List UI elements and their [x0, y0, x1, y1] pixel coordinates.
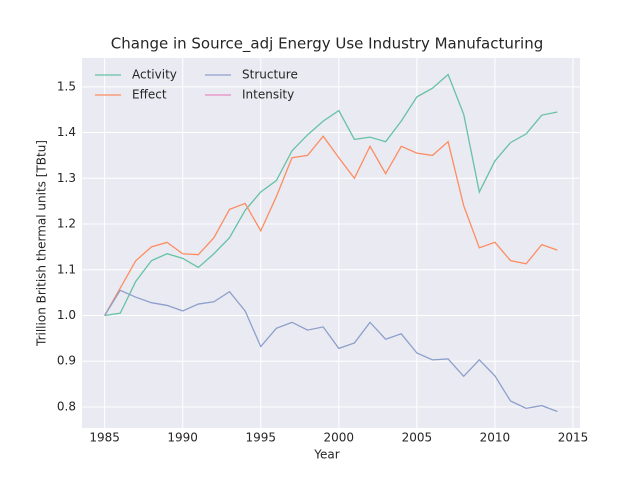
x-tick-label: 1995 [245, 431, 276, 445]
x-tick-label: 2010 [480, 431, 511, 445]
y-tick-label: 0.9 [57, 354, 76, 368]
line [104, 73, 558, 317]
y-axis-label: Trillion British thermal units [TBtu] [35, 140, 49, 347]
y-tick-label: 1.3 [57, 171, 76, 185]
legend-label: Effect [132, 88, 167, 102]
x-axis-label: Year [313, 448, 339, 462]
y-tick-label: 1.4 [57, 125, 76, 139]
legend-label: Activity [132, 68, 177, 82]
plot-area [82, 58, 580, 428]
chart-title: Change in Source_adj Energy Use Industry… [111, 35, 543, 54]
y-tick-label: 1.1 [57, 262, 76, 276]
line [104, 135, 558, 316]
x-tick-label: 1985 [89, 431, 120, 445]
x-tick-label: 1990 [167, 431, 198, 445]
y-tick-label: 1.5 [57, 79, 76, 93]
x-tick-label: 2015 [558, 431, 589, 445]
line [104, 289, 558, 413]
x-tick-label: 2005 [402, 431, 433, 445]
x-tick-label: 2000 [324, 431, 355, 445]
legend-label: Intensity [242, 88, 294, 102]
y-tick-label: 1.2 [57, 217, 76, 231]
legend-label: Structure [242, 68, 298, 82]
y-tick-label: 0.8 [57, 399, 76, 413]
y-tick-label: 1.0 [57, 308, 76, 322]
